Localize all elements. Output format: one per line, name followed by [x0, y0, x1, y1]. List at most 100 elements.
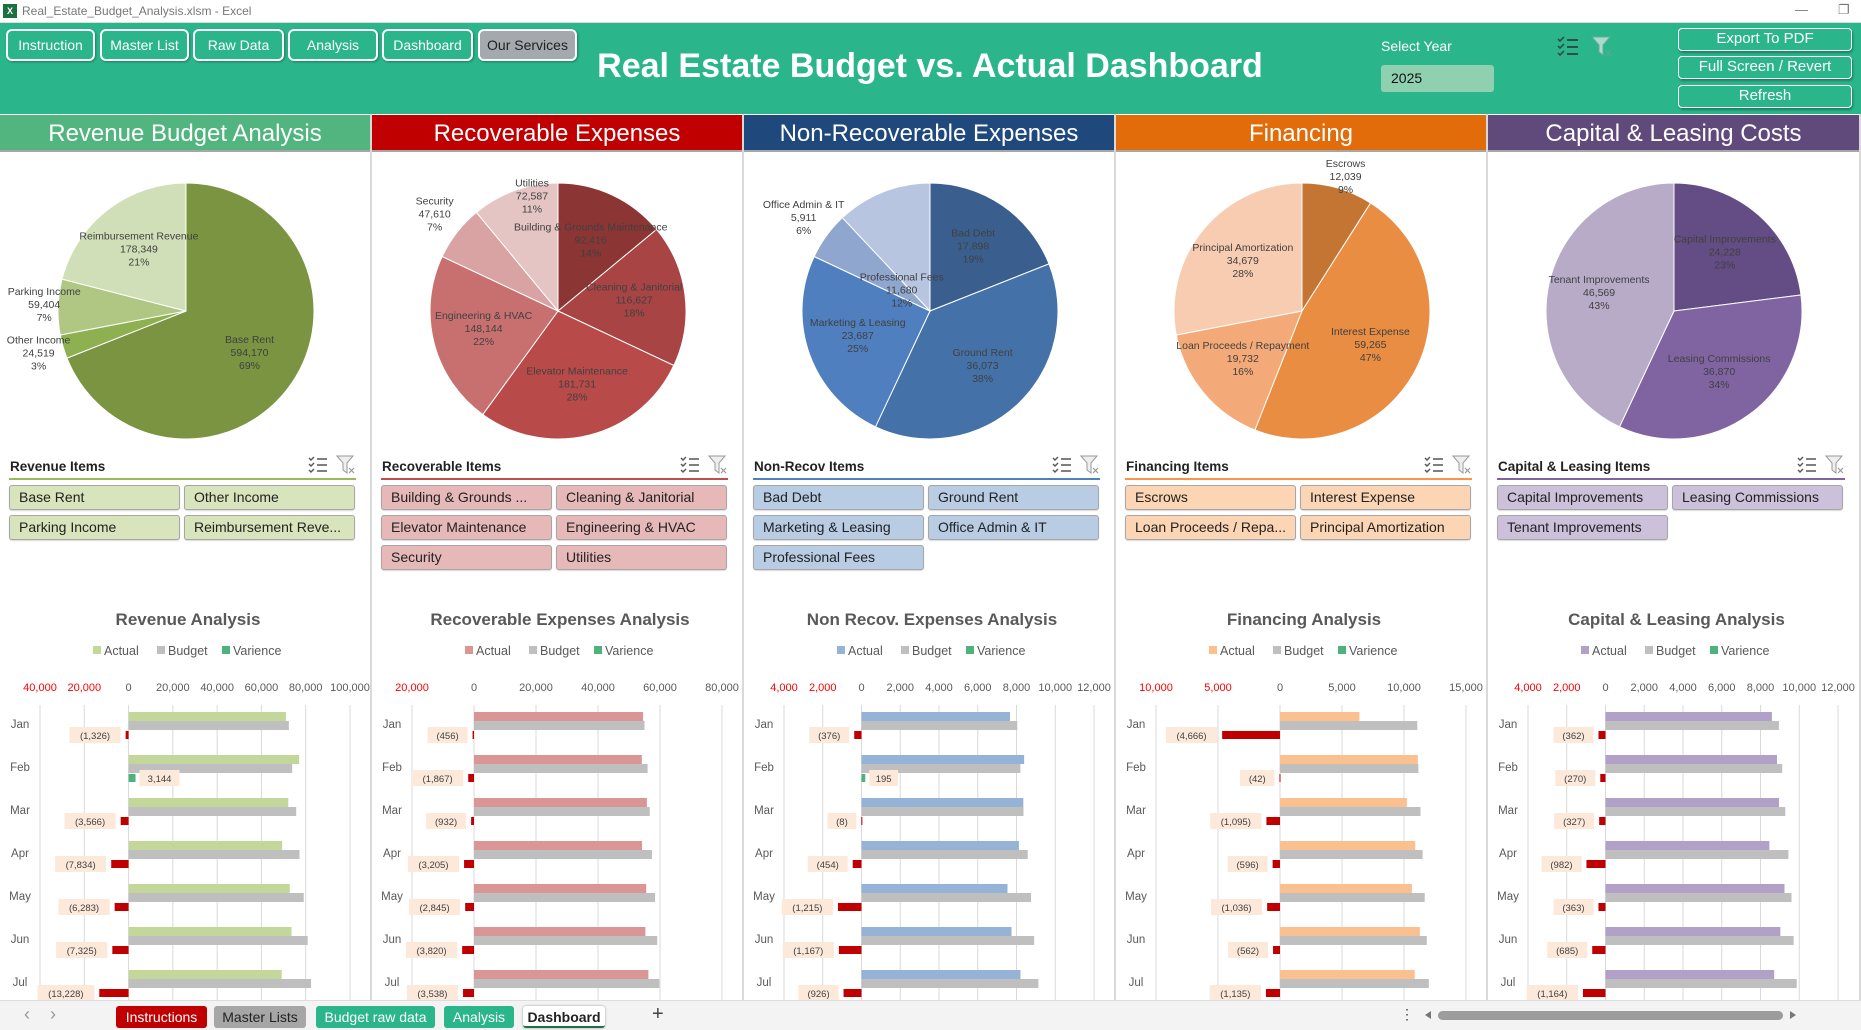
clear-filter-icon[interactable] [1452, 455, 1472, 475]
bar-actual[interactable] [128, 970, 282, 979]
slicer-item[interactable]: Ground Rent [928, 485, 1099, 510]
pie-slice-base-rent[interactable] [66, 182, 315, 440]
bar-variance[interactable] [128, 774, 136, 782]
bar-actual[interactable] [861, 927, 1012, 936]
refresh-button[interactable]: Refresh [1678, 85, 1852, 108]
pie-slice-ground-rent[interactable] [874, 263, 1059, 440]
bar-actual[interactable] [861, 970, 1021, 979]
bar-actual[interactable] [474, 712, 644, 721]
bar-budget[interactable] [474, 979, 660, 988]
bar-budget[interactable] [861, 807, 1024, 816]
bar-budget[interactable] [861, 721, 1018, 730]
pie-slice-loan-proceeds-repayment[interactable] [1175, 310, 1303, 431]
bar-actual[interactable] [861, 755, 1025, 764]
bar-variance[interactable] [852, 860, 862, 868]
slicer-item[interactable]: Cleaning & Janitorial [556, 485, 727, 510]
bar-budget[interactable] [1280, 936, 1427, 945]
nav-instruction-button[interactable]: Instruction [6, 29, 95, 61]
bar-actual[interactable] [861, 712, 1010, 721]
bar-variance[interactable] [464, 860, 474, 868]
bar-variance[interactable] [1598, 731, 1606, 739]
bar-actual[interactable] [128, 712, 286, 721]
bar-actual[interactable] [1605, 755, 1777, 764]
bar-variance[interactable] [1586, 860, 1606, 868]
sheet-tab-analysis[interactable]: Analysis [444, 1006, 514, 1028]
slicer-item[interactable]: Engineering & HVAC [556, 515, 727, 540]
bar-variance[interactable] [1592, 946, 1606, 954]
pie-slice-capital-improvements[interactable] [1673, 182, 1802, 312]
bar-variance[interactable] [861, 774, 866, 782]
multi-select-icon[interactable] [1424, 455, 1444, 475]
pie-slice-principal-amortization[interactable] [1173, 182, 1303, 336]
bar-actual[interactable] [1605, 884, 1785, 893]
horizontal-scrollbar[interactable] [1438, 1011, 1783, 1020]
prev-sheet-button[interactable]: ‹ [24, 1004, 30, 1024]
bar-budget[interactable] [1605, 893, 1792, 902]
nav-analysis-button[interactable]: Analysis [288, 29, 378, 61]
nav-dashboard-button[interactable]: Dashboard [382, 29, 473, 61]
bar-actual[interactable] [1280, 884, 1412, 893]
bar-budget[interactable] [128, 764, 293, 773]
slicer-item[interactable]: Leasing Commissions [1672, 485, 1843, 510]
slicer-item[interactable]: Interest Expense [1300, 485, 1471, 510]
bar-variance[interactable] [1222, 731, 1280, 739]
bar-budget[interactable] [861, 979, 1039, 988]
slicer-item[interactable]: Escrows [1125, 485, 1296, 510]
more-options-icon[interactable]: ⋮ [1400, 1006, 1414, 1022]
bar-budget[interactable] [1280, 764, 1419, 773]
bar-variance[interactable] [854, 731, 862, 739]
bar-variance[interactable] [1279, 774, 1281, 782]
bar-actual[interactable] [1280, 712, 1360, 721]
bar-actual[interactable] [128, 798, 289, 807]
slicer-item[interactable]: Principal Amortization [1300, 515, 1471, 540]
bar-budget[interactable] [474, 764, 648, 773]
bar-budget[interactable] [128, 850, 300, 859]
slicer-item[interactable]: Office Admin & IT [928, 515, 1099, 540]
bar-actual[interactable] [474, 927, 646, 936]
bar-variance[interactable] [465, 903, 474, 911]
bar-budget[interactable] [1605, 721, 1779, 730]
bar-budget[interactable] [1280, 807, 1421, 816]
sheet-tab-dashboard[interactable]: Dashboard [523, 1006, 605, 1028]
slicer-item[interactable]: Utilities [556, 545, 727, 570]
pie-slice-marketing-leasing[interactable] [801, 255, 931, 428]
bar-budget[interactable] [861, 850, 1028, 859]
bar-variance[interactable] [843, 989, 862, 997]
bar-budget[interactable] [861, 764, 1021, 773]
year-slicer-value[interactable]: 2025 [1381, 65, 1494, 92]
clear-filter-icon[interactable] [336, 455, 356, 475]
bar-actual[interactable] [861, 884, 1008, 893]
multi-select-icon[interactable] [1556, 35, 1580, 57]
pie-slice-utilities[interactable] [475, 182, 559, 313]
bar-budget[interactable] [861, 936, 1035, 945]
bar-budget[interactable] [1280, 893, 1425, 902]
bar-variance[interactable] [471, 817, 474, 825]
bar-actual[interactable] [128, 884, 290, 893]
bar-variance[interactable] [1273, 946, 1280, 954]
bar-actual[interactable] [128, 755, 300, 764]
multi-select-icon[interactable] [1052, 455, 1072, 475]
bar-actual[interactable] [861, 841, 1019, 850]
bar-variance[interactable] [111, 860, 129, 868]
bar-budget[interactable] [1605, 850, 1789, 859]
bar-variance[interactable] [120, 817, 129, 825]
slicer-item[interactable]: Loan Proceeds / Repa... [1125, 515, 1296, 540]
bar-actual[interactable] [1605, 927, 1781, 936]
bar-variance[interactable] [1272, 860, 1280, 868]
bar-actual[interactable] [1605, 970, 1775, 979]
pie-slice-interest-expense[interactable] [1254, 202, 1431, 440]
slicer-item[interactable]: Security [381, 545, 552, 570]
bar-budget[interactable] [128, 936, 308, 945]
sheet-tab-instructions[interactable]: Instructions [116, 1006, 207, 1028]
bar-variance[interactable] [1598, 903, 1606, 911]
scroll-right-icon[interactable] [1790, 1011, 1796, 1019]
slicer-item[interactable]: Elevator Maintenance [381, 515, 552, 540]
bar-budget[interactable] [474, 936, 658, 945]
bar-budget[interactable] [474, 721, 645, 730]
bar-actual[interactable] [1280, 970, 1415, 979]
nav-our-services-button[interactable]: Our Services [478, 29, 577, 61]
bar-variance[interactable] [99, 989, 129, 997]
bar-variance[interactable] [468, 774, 474, 782]
slicer-item[interactable]: Base Rent [9, 485, 180, 510]
bar-actual[interactable] [474, 798, 647, 807]
